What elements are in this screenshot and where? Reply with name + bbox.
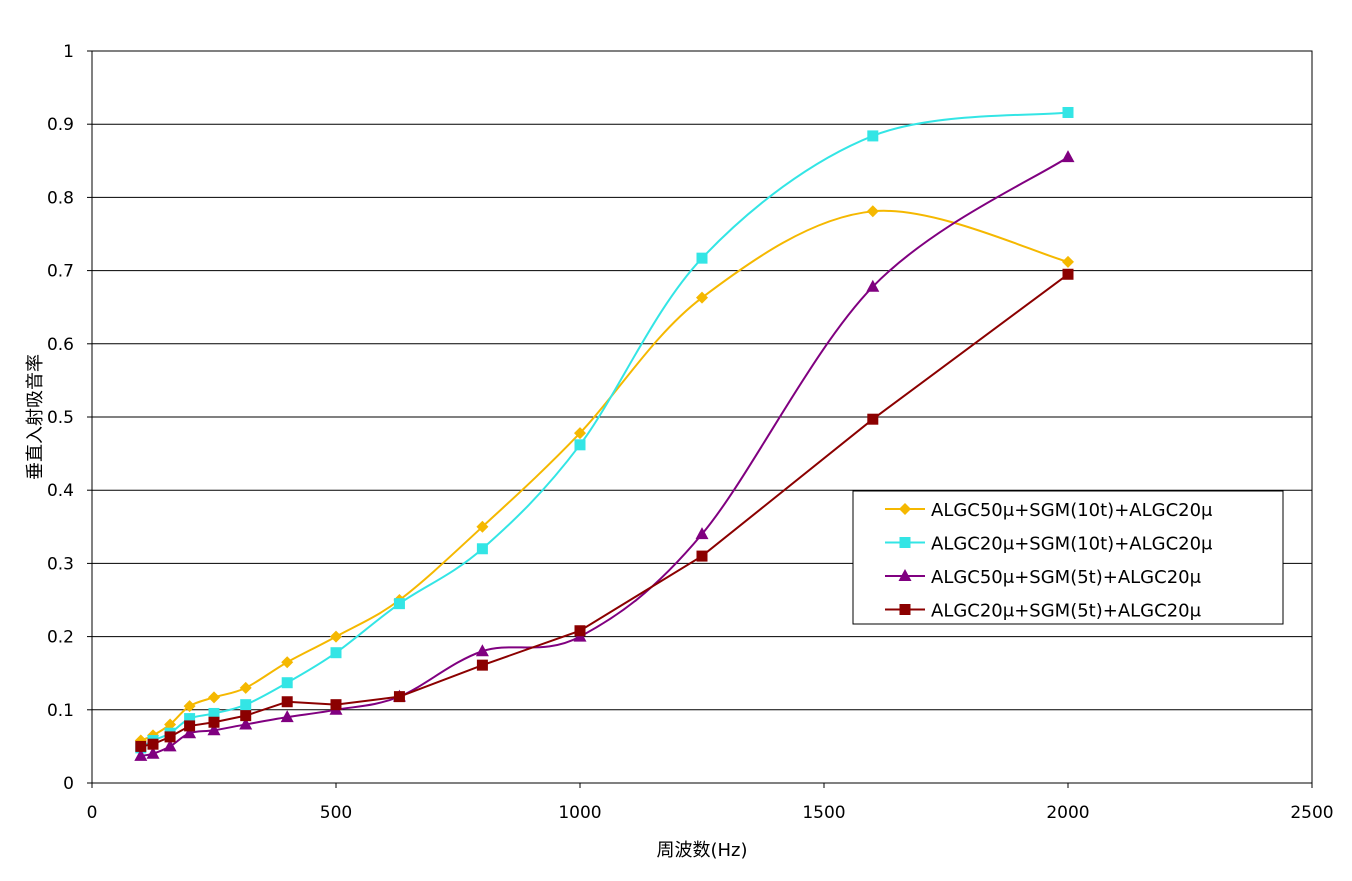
data-point: [164, 731, 176, 743]
data-point: [240, 699, 252, 711]
series-2: [135, 106, 1074, 754]
series-4: [135, 268, 1074, 752]
legend-swatch-marker: [899, 503, 911, 515]
y-tick-label: 0.5: [47, 408, 74, 428]
data-point: [476, 659, 488, 671]
legend-swatch-marker: [898, 569, 912, 581]
y-tick-label: 0.8: [47, 188, 74, 208]
legend: ALGC50μ+SGM(10t)+ALGC20μ ALGC20μ+SGM(10t)…: [852, 490, 1284, 625]
y-tick-label: 0.9: [47, 115, 74, 135]
legend-label: ALGC50μ+SGM(5t)+ALGC20μ: [931, 567, 1202, 588]
legend-box: [852, 490, 1284, 625]
data-point: [475, 644, 489, 657]
legend-item: ALGC20μ+SGM(5t)+ALGC20μ: [885, 601, 1202, 622]
data-point: [1061, 150, 1075, 163]
y-axis-ticks: 0 0.1 0.2 0.3 0.4 0.5 0.6 0.7 0.8 0.9 1: [47, 42, 92, 794]
x-axis-ticks: 0 500 1000 1500 2000 2500: [87, 783, 1334, 823]
data-point: [147, 738, 159, 750]
series-1: [134, 205, 1074, 747]
y-tick-label: 0.6: [47, 335, 74, 355]
x-tick-label: 2000: [1046, 803, 1089, 823]
data-point: [574, 427, 586, 440]
data-point: [866, 205, 879, 218]
data-point: [163, 739, 177, 752]
y-tick-label: 0.7: [47, 262, 74, 282]
legend-swatch-marker: [899, 537, 911, 548]
y-tick-label: 0.4: [47, 481, 74, 501]
series-layer: [134, 106, 1075, 761]
data-point: [330, 647, 342, 659]
legend-label: ALGC20μ+SGM(10t)+ALGC20μ: [931, 534, 1213, 555]
legend-item: ALGC50μ+SGM(10t)+ALGC20μ: [885, 500, 1213, 521]
data-point: [281, 656, 294, 669]
data-point: [134, 748, 148, 761]
data-point: [183, 726, 197, 739]
legend-item: ALGC20μ+SGM(10t)+ALGC20μ: [885, 534, 1213, 555]
x-tick-label: 500: [320, 803, 352, 823]
y-tick-label: 1: [63, 42, 74, 62]
data-point: [867, 130, 879, 142]
x-tick-label: 2500: [1290, 803, 1333, 823]
data-point: [208, 707, 220, 719]
data-point: [393, 691, 405, 703]
data-point: [867, 413, 879, 425]
data-point: [393, 598, 405, 610]
y-tick-label: 0.1: [47, 701, 74, 721]
data-point: [696, 252, 708, 264]
data-point: [696, 550, 708, 562]
data-point: [239, 681, 252, 694]
y-tick-label: 0: [63, 774, 74, 794]
data-point: [240, 710, 252, 722]
data-point: [476, 543, 488, 555]
x-axis-title: 周波数(Hz): [656, 840, 747, 861]
data-point: [1062, 106, 1074, 118]
data-point: [866, 279, 880, 292]
data-point: [208, 691, 220, 704]
data-point: [574, 625, 586, 637]
data-point: [164, 718, 177, 731]
legend-item: ALGC50μ+SGM(5t)+ALGC20μ: [885, 567, 1202, 588]
y-tick-label: 0.2: [47, 628, 74, 648]
x-tick-label: 1500: [802, 803, 845, 823]
y-tick-label: 0.3: [47, 554, 74, 574]
data-point: [135, 740, 147, 752]
x-tick-label: 1000: [558, 803, 601, 823]
legend-label: ALGC50μ+SGM(10t)+ALGC20μ: [931, 500, 1213, 521]
data-point: [184, 720, 196, 732]
data-point: [330, 699, 342, 711]
data-point: [183, 700, 196, 713]
data-point: [574, 439, 586, 451]
data-point: [184, 713, 196, 725]
legend-swatch-marker: [899, 604, 911, 615]
data-point: [280, 710, 294, 723]
data-point: [695, 527, 709, 540]
data-point: [207, 723, 221, 736]
data-point: [146, 746, 160, 759]
legend-label: ALGC20μ+SGM(5t)+ALGC20μ: [931, 601, 1202, 622]
series-line: [140, 111, 1069, 749]
data-point: [696, 291, 708, 304]
y-axis-title: 垂直入射吸音率: [25, 354, 46, 480]
data-point: [281, 696, 293, 708]
data-point: [208, 716, 220, 728]
data-point: [1062, 268, 1074, 280]
x-tick-label: 0: [87, 803, 98, 823]
series-line: [140, 209, 1069, 742]
data-point: [476, 520, 489, 533]
data-point: [239, 717, 253, 730]
data-point: [281, 677, 293, 689]
data-point: [1062, 255, 1074, 268]
data-point: [330, 630, 342, 643]
